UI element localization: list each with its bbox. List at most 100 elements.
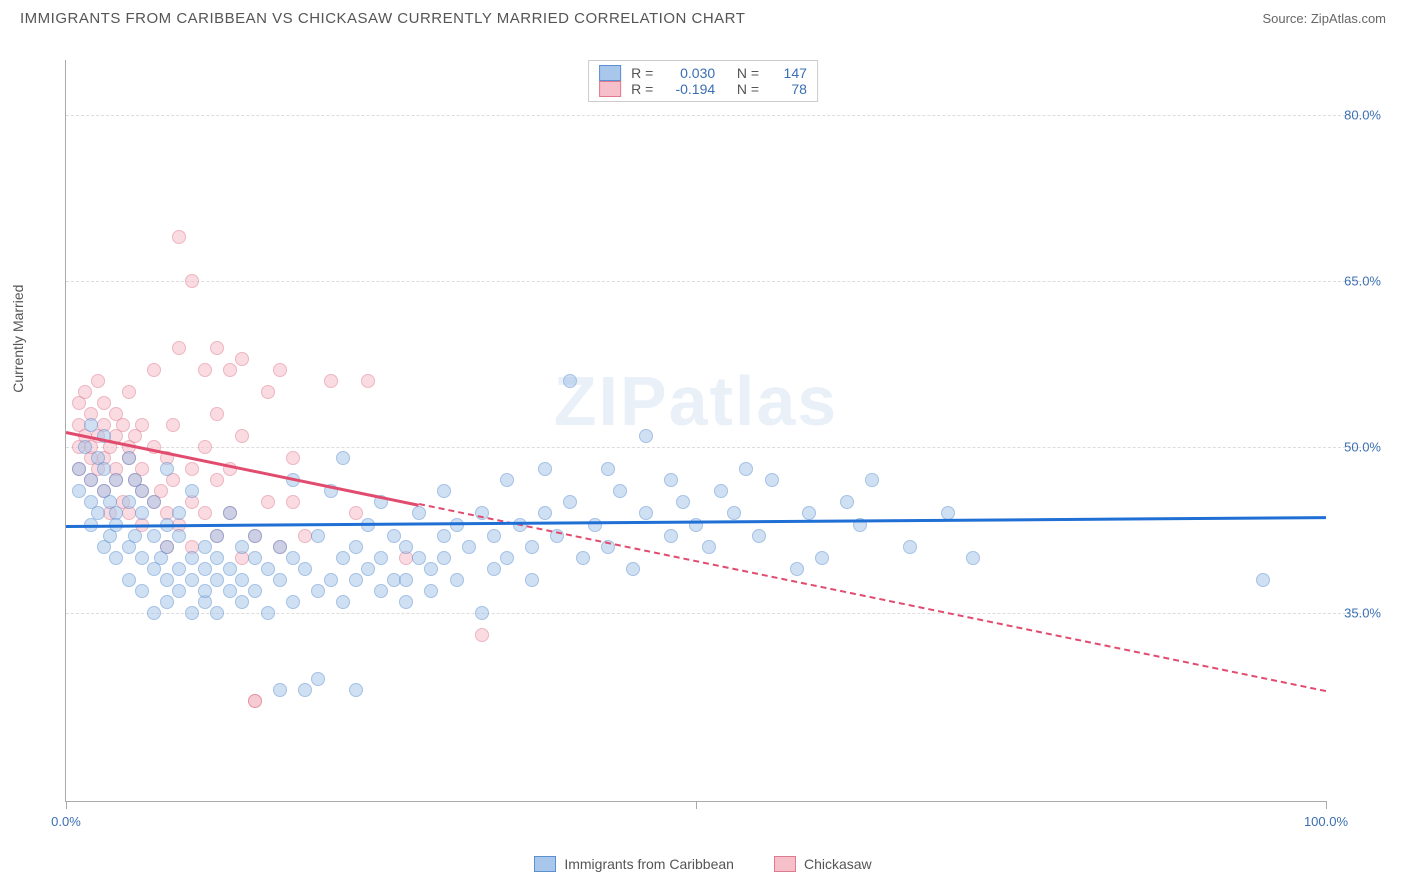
scatter-point bbox=[166, 418, 180, 432]
scatter-point bbox=[412, 506, 426, 520]
legend-swatch bbox=[774, 856, 796, 872]
series-legend: Immigrants from Caribbean Chickasaw bbox=[0, 856, 1406, 872]
scatter-point bbox=[286, 595, 300, 609]
chart-container: Currently Married R = 0.030 N = 147R = -… bbox=[20, 40, 1386, 832]
scatter-point bbox=[160, 462, 174, 476]
scatter-point bbox=[412, 551, 426, 565]
scatter-point bbox=[84, 473, 98, 487]
scatter-point bbox=[261, 606, 275, 620]
scatter-point bbox=[437, 484, 451, 498]
scatter-point bbox=[727, 506, 741, 520]
stats-row: R = -0.194 N = 78 bbox=[599, 81, 807, 97]
scatter-point bbox=[664, 529, 678, 543]
scatter-point bbox=[374, 551, 388, 565]
scatter-point bbox=[361, 562, 375, 576]
scatter-point bbox=[223, 363, 237, 377]
scatter-point bbox=[135, 506, 149, 520]
scatter-point bbox=[122, 573, 136, 587]
scatter-point bbox=[613, 484, 627, 498]
trend-line bbox=[419, 503, 1327, 692]
scatter-point bbox=[462, 540, 476, 554]
scatter-point bbox=[324, 374, 338, 388]
scatter-point bbox=[273, 573, 287, 587]
scatter-point bbox=[324, 573, 338, 587]
scatter-point bbox=[185, 606, 199, 620]
scatter-point bbox=[91, 506, 105, 520]
scatter-point bbox=[273, 363, 287, 377]
y-tick-label: 65.0% bbox=[1344, 274, 1381, 289]
scatter-point bbox=[198, 540, 212, 554]
legend-swatch bbox=[599, 65, 621, 81]
scatter-point bbox=[198, 506, 212, 520]
stat-r-value: -0.194 bbox=[667, 81, 715, 97]
scatter-point bbox=[78, 385, 92, 399]
scatter-point bbox=[563, 495, 577, 509]
x-tick-label: 100.0% bbox=[1304, 814, 1348, 829]
scatter-point bbox=[311, 584, 325, 598]
scatter-point bbox=[248, 529, 262, 543]
scatter-point bbox=[626, 562, 640, 576]
y-axis-label: Currently Married bbox=[10, 285, 26, 393]
scatter-point bbox=[223, 506, 237, 520]
scatter-point bbox=[336, 551, 350, 565]
scatter-point bbox=[122, 385, 136, 399]
scatter-point bbox=[210, 341, 224, 355]
scatter-point bbox=[210, 606, 224, 620]
y-tick-label: 50.0% bbox=[1344, 440, 1381, 455]
scatter-point bbox=[361, 374, 375, 388]
watermark-text: ZIPatlas bbox=[554, 361, 838, 441]
y-tick-label: 80.0% bbox=[1344, 108, 1381, 123]
stat-n-label: N = bbox=[725, 81, 763, 97]
scatter-point bbox=[210, 529, 224, 543]
stat-n-label: N = bbox=[725, 65, 763, 81]
scatter-point bbox=[185, 274, 199, 288]
stat-r-label: R = bbox=[631, 65, 657, 81]
scatter-point bbox=[235, 573, 249, 587]
scatter-point bbox=[802, 506, 816, 520]
scatter-point bbox=[399, 573, 413, 587]
scatter-point bbox=[374, 584, 388, 598]
x-tick-label: 0.0% bbox=[51, 814, 81, 829]
scatter-point bbox=[349, 683, 363, 697]
scatter-point bbox=[739, 462, 753, 476]
scatter-point bbox=[336, 451, 350, 465]
stat-r-label: R = bbox=[631, 81, 657, 97]
scatter-point bbox=[248, 551, 262, 565]
scatter-point bbox=[248, 584, 262, 598]
x-tick bbox=[1326, 801, 1327, 809]
legend-item: Immigrants from Caribbean bbox=[534, 856, 734, 872]
scatter-point bbox=[286, 551, 300, 565]
chart-title: IMMIGRANTS FROM CARIBBEAN VS CHICKASAW C… bbox=[20, 10, 745, 27]
scatter-point bbox=[273, 540, 287, 554]
scatter-point bbox=[172, 230, 186, 244]
scatter-point bbox=[588, 518, 602, 532]
scatter-point bbox=[261, 562, 275, 576]
scatter-point bbox=[185, 462, 199, 476]
x-tick bbox=[66, 801, 67, 809]
scatter-point bbox=[116, 418, 130, 432]
scatter-point bbox=[1256, 573, 1270, 587]
y-tick-label: 35.0% bbox=[1344, 605, 1381, 620]
scatter-point bbox=[525, 573, 539, 587]
scatter-point bbox=[298, 562, 312, 576]
scatter-point bbox=[248, 694, 262, 708]
scatter-point bbox=[487, 529, 501, 543]
scatter-point bbox=[966, 551, 980, 565]
scatter-point bbox=[538, 506, 552, 520]
plot-area: ZIPatlas 35.0%50.0%65.0%80.0%0.0%100.0% bbox=[65, 60, 1326, 802]
legend-label: Chickasaw bbox=[804, 856, 872, 872]
stat-n-value: 78 bbox=[773, 81, 807, 97]
scatter-point bbox=[172, 529, 186, 543]
scatter-point bbox=[185, 484, 199, 498]
scatter-point bbox=[235, 595, 249, 609]
scatter-point bbox=[475, 606, 489, 620]
scatter-point bbox=[147, 606, 161, 620]
scatter-point bbox=[97, 462, 111, 476]
scatter-point bbox=[160, 595, 174, 609]
scatter-point bbox=[475, 628, 489, 642]
scatter-point bbox=[235, 429, 249, 443]
gridline bbox=[66, 447, 1366, 448]
scatter-point bbox=[639, 429, 653, 443]
scatter-point bbox=[676, 495, 690, 509]
scatter-point bbox=[311, 529, 325, 543]
